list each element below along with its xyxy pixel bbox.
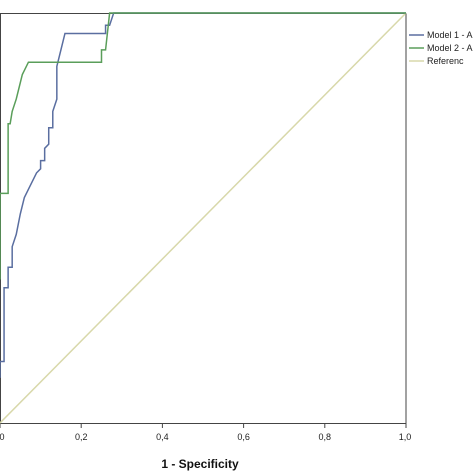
series-line-3 [0, 12, 407, 424]
plot-area: 0 0,2 0,4 0,6 0,8 1,0 [0, 12, 411, 442]
legend-label: Model 2 - A [427, 43, 473, 53]
x-tick-label: 0,6 [237, 432, 250, 442]
series-line-1 [0, 12, 406, 378]
legend: Model 1 - A Model 2 - A Referenc [409, 30, 473, 66]
x-axis: 0 0,2 0,4 0,6 0,8 1,0 [0, 423, 411, 442]
legend-label: Model 1 - A [427, 30, 473, 40]
x-tick-label: 0 [0, 432, 5, 442]
x-axis-title: 1 - Specificity [161, 457, 239, 471]
series-line-2 [0, 12, 406, 280]
x-tick-label: 0,4 [156, 432, 169, 442]
x-tick-label: 1,0 [399, 432, 412, 442]
x-tick-label: 0,2 [75, 432, 88, 442]
x-tick-label: 0,8 [319, 432, 332, 442]
legend-label: Referenc [427, 56, 464, 66]
series-lines [0, 12, 407, 424]
